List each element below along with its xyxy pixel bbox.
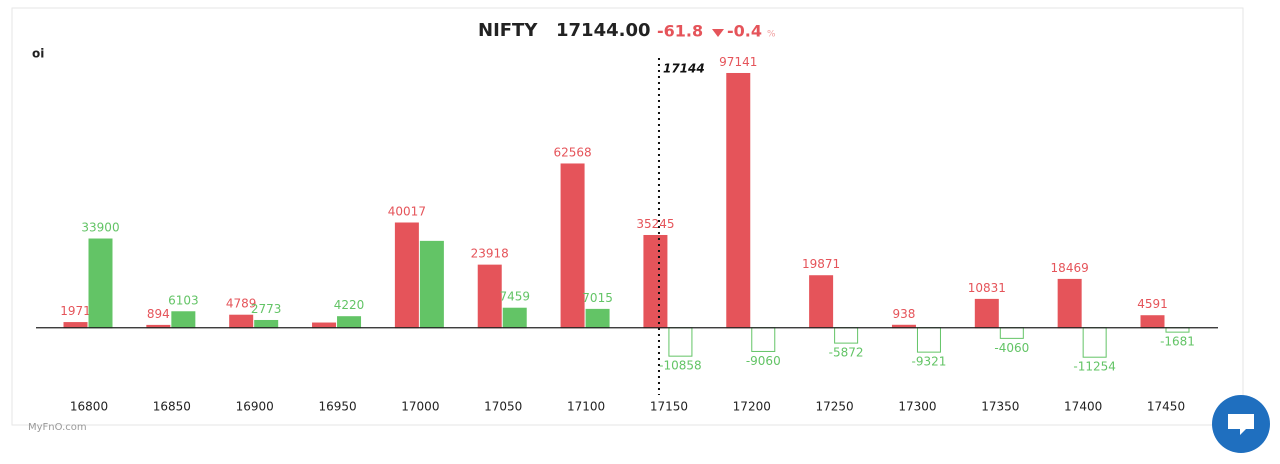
value-label: -10858: [659, 359, 702, 373]
value-label: 33900: [81, 221, 119, 235]
value-label: 2773: [251, 302, 282, 316]
bar: [1082, 327, 1107, 358]
change-pct: -0.4: [727, 22, 762, 41]
bar: [999, 327, 1024, 339]
x-tick-label: 17100: [567, 400, 605, 414]
value-label: -1681: [1160, 335, 1195, 349]
value-label: 894: [147, 307, 170, 321]
bar: [254, 319, 279, 329]
x-tick-label: 17400: [1064, 400, 1102, 414]
value-label: 23918: [471, 247, 509, 261]
x-tick-label: 17000: [401, 400, 439, 414]
spot-label: 17144: [663, 62, 705, 76]
chart-title: NIFTY: [478, 20, 538, 41]
x-tick-label: 17200: [733, 400, 771, 414]
price: 17144.00: [556, 20, 651, 41]
bar: [560, 163, 585, 329]
value-label: 35245: [636, 217, 674, 231]
value-label: 97141: [719, 55, 757, 69]
value-label: 6103: [168, 293, 199, 307]
bar: [337, 316, 362, 329]
x-tick-label: 17050: [484, 400, 522, 414]
x-tick-label: 16850: [153, 400, 191, 414]
bar: [1165, 327, 1190, 333]
x-tick-label: 17350: [981, 400, 1019, 414]
bar: [502, 307, 527, 329]
x-tick-label: 16950: [318, 400, 356, 414]
change: -61.8: [657, 22, 703, 41]
down-arrow: [712, 29, 724, 37]
bar: [834, 327, 859, 344]
chat-icon[interactable]: [1228, 414, 1254, 435]
bar: [643, 234, 668, 329]
bar: [88, 238, 113, 329]
bar: [394, 222, 419, 329]
watermark: MyFnO.com: [28, 422, 87, 433]
value-label: -11254: [1073, 360, 1116, 374]
x-tick-label: 16900: [236, 400, 274, 414]
x-tick-label: 17300: [898, 400, 936, 414]
chat-button[interactable]: [1212, 395, 1270, 453]
bar: [751, 327, 776, 352]
bar: [63, 322, 88, 329]
value-label: 1971: [60, 304, 91, 318]
value-label: -9060: [746, 354, 781, 368]
bar: [419, 240, 444, 329]
value-label: 4220: [334, 298, 365, 312]
value-label: 19871: [802, 257, 840, 271]
bar: [1140, 315, 1165, 329]
value-label: -5872: [829, 346, 864, 360]
y-label: oi: [32, 47, 44, 61]
value-label: 938: [893, 307, 916, 321]
x-tick-label: 17150: [650, 400, 688, 414]
bar: [585, 308, 610, 329]
bar: [312, 322, 337, 329]
value-label: 7015: [582, 291, 613, 305]
bar: [974, 298, 999, 329]
bar: [668, 327, 693, 357]
value-label: -4060: [994, 341, 1029, 355]
bar: [477, 264, 502, 329]
bar: [229, 314, 254, 329]
pct-unit: %: [767, 30, 776, 40]
value-label: -9321: [912, 355, 947, 369]
value-label: 7459: [499, 290, 530, 304]
value-label: 4789: [226, 297, 257, 311]
value-label: 10831: [968, 281, 1006, 295]
bar: [1057, 278, 1082, 329]
x-tick-label: 17250: [816, 400, 854, 414]
x-tick-label: 16800: [70, 400, 108, 414]
value-label: 4591: [1137, 297, 1168, 311]
bar: [809, 275, 834, 329]
bar: [916, 327, 941, 353]
value-label: 40017: [388, 204, 426, 218]
bar: [726, 72, 751, 329]
value-label: 18469: [1051, 261, 1089, 275]
value-label: 62568: [553, 145, 591, 159]
card: [11, 7, 1244, 426]
bar: [171, 311, 196, 329]
x-tick-label: 17450: [1147, 400, 1185, 414]
